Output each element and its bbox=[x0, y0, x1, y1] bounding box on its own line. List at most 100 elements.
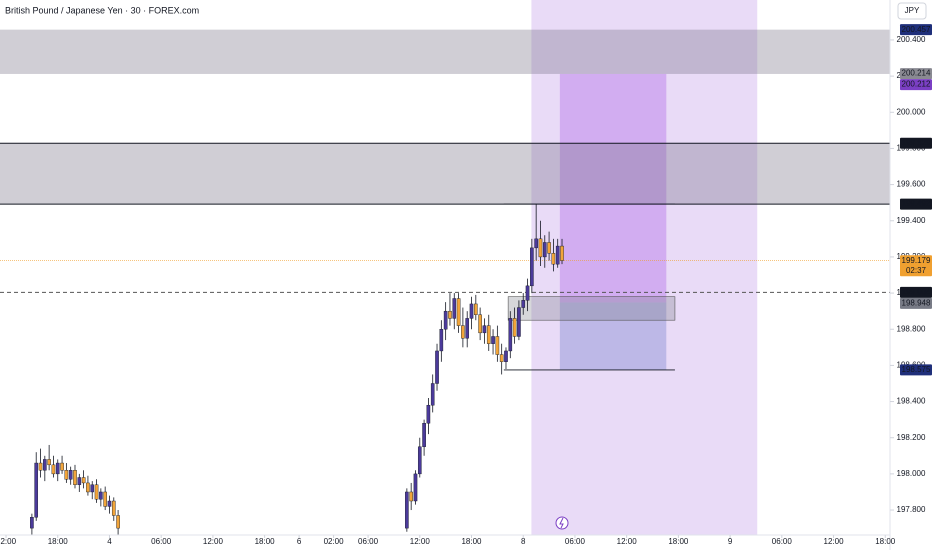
countdown: 02:37 bbox=[906, 266, 927, 275]
price-tag bbox=[900, 364, 932, 376]
candle-body bbox=[491, 336, 495, 344]
candle-body bbox=[116, 515, 120, 529]
event-icon-bolt bbox=[559, 517, 564, 529]
candle-body bbox=[448, 310, 452, 319]
candle-body bbox=[422, 423, 426, 447]
candle-body bbox=[555, 245, 560, 265]
zone bbox=[0, 29, 890, 74]
candle-body bbox=[534, 238, 538, 249]
candle-body bbox=[413, 473, 418, 502]
price-tag-label: 199.492 bbox=[902, 199, 931, 208]
x-tick-label: 18:00 bbox=[461, 537, 482, 546]
currency[interactable]: JPY bbox=[905, 6, 920, 15]
candle-body bbox=[30, 517, 34, 529]
y-tick-label: 198.400 bbox=[897, 397, 926, 406]
x-tick-label: 06:00 bbox=[772, 537, 793, 546]
candle-body bbox=[538, 238, 543, 258]
candle-body bbox=[430, 383, 435, 406]
currency-box[interactable] bbox=[897, 2, 927, 20]
price-tag bbox=[900, 24, 932, 36]
candle-body bbox=[521, 300, 526, 308]
position-target bbox=[559, 73, 667, 303]
price-tag bbox=[900, 137, 932, 149]
price-tag-label: 199.829 bbox=[902, 138, 931, 147]
x-tick-label: 6 bbox=[297, 537, 302, 546]
y-tick-label: 199.600 bbox=[897, 180, 926, 189]
y-tick-label: 200.400 bbox=[897, 35, 926, 44]
event-icon[interactable] bbox=[555, 516, 569, 530]
candle-body bbox=[43, 459, 47, 471]
candle-body bbox=[465, 318, 469, 339]
price-tag-label: 198.575 bbox=[902, 365, 931, 374]
x-tick-label: 18:00 bbox=[668, 537, 689, 546]
candle-body bbox=[64, 470, 69, 480]
candle-body bbox=[547, 242, 551, 254]
candle-body bbox=[551, 253, 556, 265]
plot bbox=[0, 0, 890, 536]
candle-body bbox=[439, 329, 444, 352]
candle-body bbox=[443, 310, 448, 330]
candle-body bbox=[504, 350, 508, 362]
y-tick-label: 198.800 bbox=[897, 324, 926, 333]
candle-body bbox=[426, 404, 431, 424]
candle-body bbox=[517, 307, 521, 337]
candle-body bbox=[99, 491, 103, 500]
x-tick-label: 06:00 bbox=[358, 537, 379, 546]
price-tag-label: 198.948 bbox=[902, 298, 931, 307]
candle-body bbox=[107, 500, 112, 507]
price-tag-label: 200.214 bbox=[902, 69, 931, 78]
price-tag-label: 199.179 bbox=[902, 256, 931, 265]
price-tag-label: 199.004 bbox=[902, 287, 931, 296]
candle-body bbox=[103, 491, 107, 507]
candle-body bbox=[495, 336, 500, 355]
zone bbox=[0, 143, 890, 205]
x-tick-label: 12:00 bbox=[203, 537, 224, 546]
candle-body bbox=[94, 484, 99, 500]
candle-body bbox=[469, 303, 474, 319]
x-tick-label: 12:00 bbox=[824, 537, 845, 546]
candle-body bbox=[38, 462, 43, 471]
candle-body bbox=[560, 245, 564, 261]
x-tick-label: 8 bbox=[521, 537, 526, 546]
candle-body bbox=[542, 242, 547, 258]
price-tag bbox=[900, 68, 932, 80]
x-tick-label: 18:00 bbox=[48, 537, 69, 546]
candle-body bbox=[417, 446, 422, 475]
y-tick-label: 198.000 bbox=[897, 469, 926, 478]
chart-title: British Pound / Japanese Yen · 30 · FORE… bbox=[5, 5, 199, 15]
candle-body bbox=[508, 318, 513, 352]
price-tag bbox=[900, 286, 932, 298]
candle-body bbox=[482, 325, 487, 334]
candle-body bbox=[474, 303, 478, 315]
price-tag bbox=[900, 297, 932, 309]
y-tick-label: 199.400 bbox=[897, 216, 926, 225]
range-box bbox=[507, 296, 676, 321]
x-tick-label: 02:00 bbox=[324, 537, 345, 546]
candle-body bbox=[461, 325, 465, 339]
y-tick-label: 198.200 bbox=[897, 433, 926, 442]
candle-body bbox=[47, 459, 51, 466]
candle-body bbox=[499, 354, 504, 362]
position-range bbox=[531, 0, 758, 535]
candle-body bbox=[478, 314, 482, 334]
candle-body bbox=[486, 325, 491, 344]
candle-body bbox=[81, 477, 86, 484]
x-tick-label: 18:00 bbox=[255, 537, 276, 546]
x-tick-label: 12:00 bbox=[617, 537, 638, 546]
price-tag-label: 200.457 bbox=[902, 25, 931, 34]
candle-body bbox=[435, 350, 439, 384]
candle-body bbox=[86, 482, 90, 493]
x-tick-label: 06:00 bbox=[151, 537, 172, 546]
x-tick-label: 06:00 bbox=[565, 537, 586, 546]
x-tick-label: 9 bbox=[728, 537, 733, 546]
price-tag bbox=[900, 255, 932, 277]
price-tag-label: 200.212 bbox=[902, 80, 931, 89]
candle-body bbox=[456, 298, 461, 326]
candle-body bbox=[51, 464, 56, 475]
x-tick-label: 12:00 bbox=[0, 537, 17, 546]
candle-body bbox=[55, 462, 60, 475]
candle-body bbox=[452, 298, 457, 319]
x-tick-label: 18:00 bbox=[875, 537, 896, 546]
